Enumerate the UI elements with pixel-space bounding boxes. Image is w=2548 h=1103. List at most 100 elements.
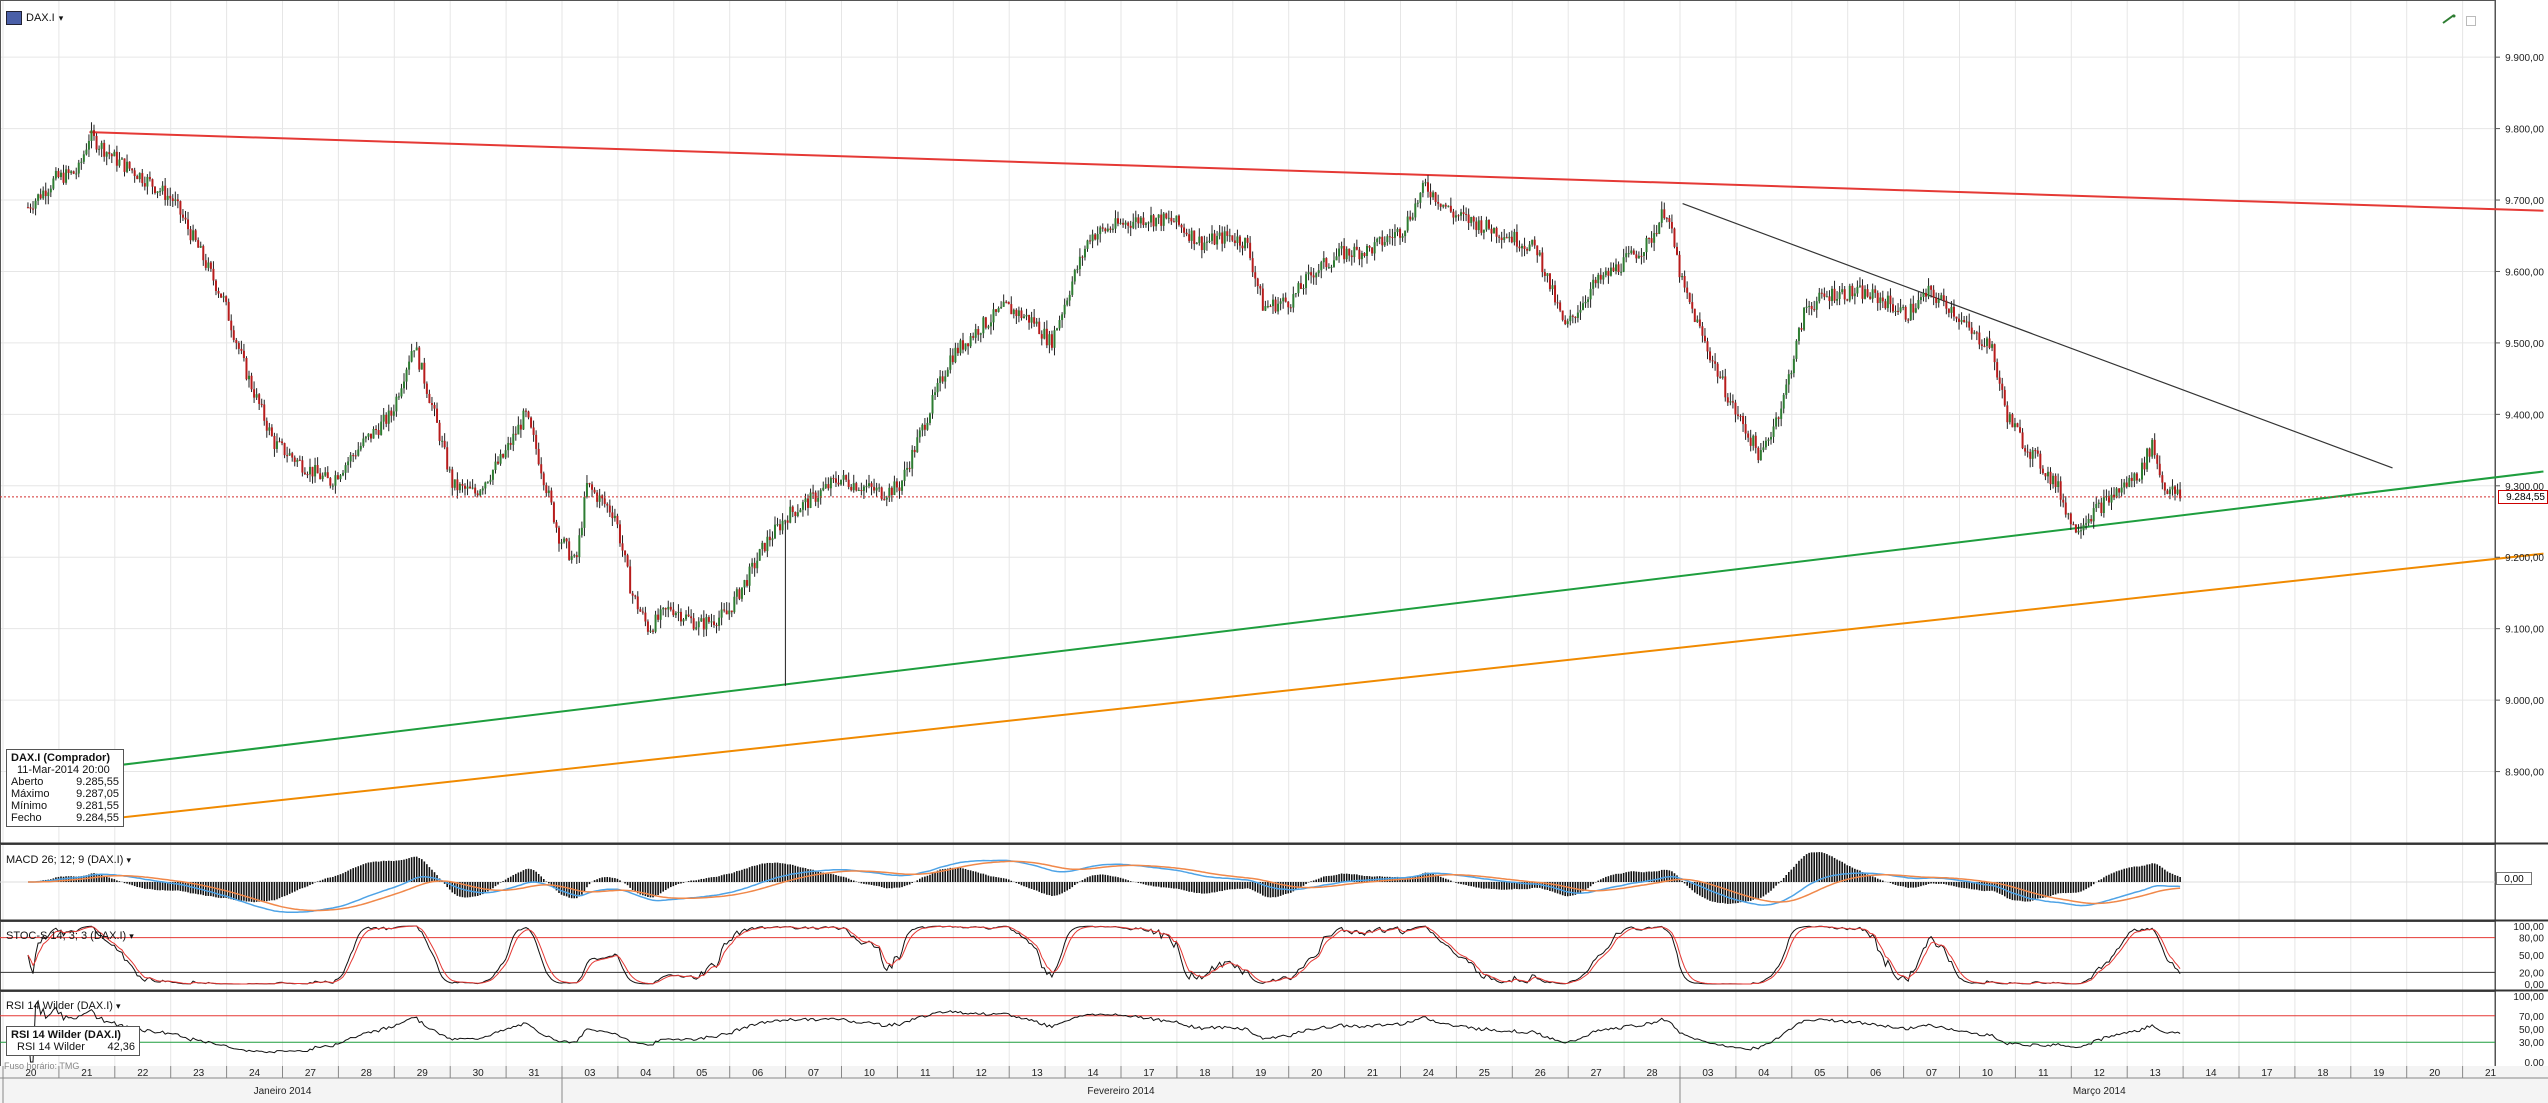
candle-body [631, 593, 634, 596]
candle-body [2143, 462, 2146, 470]
candle-body [776, 524, 779, 526]
macd-title[interactable]: MACD 26; 12; 9 (DAX.I) ▾ [6, 854, 131, 866]
candle-body [2146, 448, 2149, 470]
candle-body [80, 161, 83, 163]
candle-body [1061, 314, 1064, 321]
candle-body [1942, 295, 1945, 301]
candle-body [591, 484, 594, 490]
candle-body [245, 357, 248, 380]
candle-body [1515, 231, 1518, 247]
candle-body [1528, 244, 1531, 251]
x-tick-label: 22 [137, 1068, 149, 1079]
candle-body [1996, 362, 1999, 378]
candle-body [1139, 217, 1142, 224]
candle-body [1439, 203, 1442, 207]
x-tick-label: 20 [2429, 1068, 2441, 1079]
candle-body [537, 448, 540, 465]
x-tick-label: 04 [640, 1068, 652, 1079]
x-tick-label: 06 [1870, 1068, 1882, 1079]
candle-body [220, 293, 223, 298]
candle-body [580, 527, 583, 536]
candle-body [659, 609, 662, 620]
chevron-down-icon[interactable]: ▾ [58, 12, 64, 23]
candle-body [375, 429, 378, 431]
candle-body [692, 618, 695, 630]
candle-body [1332, 260, 1335, 267]
candle-body [611, 512, 614, 519]
y-tick-label: 9.600,00 [2505, 267, 2544, 278]
candle-body [278, 441, 281, 443]
candle-body [867, 483, 870, 487]
candle-body [288, 453, 291, 456]
candle-body [433, 404, 436, 409]
rsi-title[interactable]: RSI 14 Wilder (DAX.I) ▾ [6, 1000, 121, 1012]
trendlines[interactable] [83, 131, 2544, 823]
candle-body [718, 617, 721, 626]
candle-body [819, 490, 822, 498]
candle-body [179, 201, 182, 215]
stoch-d-line [27, 925, 2181, 985]
y-tick-label: 9.900,00 [2505, 53, 2544, 64]
candle-body [1856, 286, 1859, 294]
candle-body [352, 455, 355, 457]
candle-body [875, 487, 878, 491]
symbol-selector[interactable]: DAX.I ▾ [6, 11, 63, 25]
candle-body [436, 408, 439, 423]
candle-body [212, 268, 215, 281]
candle-body [873, 486, 876, 491]
candle-body [1858, 285, 1861, 287]
candle-body [291, 453, 294, 458]
candle-body [461, 483, 464, 486]
candle-body [275, 441, 278, 449]
candle-body [1599, 274, 1602, 280]
x-tick-label: 18 [2317, 1068, 2329, 1079]
candle-body [47, 192, 50, 197]
candle-body [2095, 504, 2098, 509]
candle-body [128, 161, 131, 169]
x-tick-label: 17 [1143, 1068, 1155, 1079]
candle-body [989, 322, 992, 327]
candle-body [499, 454, 502, 464]
candle-body [751, 562, 754, 567]
candle-body [1465, 214, 1468, 216]
candle-body [1175, 215, 1178, 223]
panel-maximize-icon[interactable] [2466, 16, 2476, 26]
candle-body [1236, 236, 1239, 244]
candle-body [1604, 270, 1607, 276]
candle-body [362, 438, 365, 446]
candle-body [1025, 314, 1028, 317]
candle-body [677, 611, 680, 613]
candle-body [527, 411, 530, 418]
candle-body [1940, 295, 1943, 300]
candle-body [1607, 270, 1610, 276]
candle-body [1185, 232, 1188, 235]
candle-body [1292, 294, 1295, 308]
candle-body [558, 527, 560, 544]
candle-body [1340, 245, 1343, 249]
candle-body [913, 449, 916, 453]
current-price-label: 9.284,55 [2498, 489, 2548, 504]
candle-body [1167, 217, 1170, 219]
candle-body [283, 443, 286, 456]
stoch-title[interactable]: STOC-S 14; 3; 3 (DAX.I) ▾ [6, 930, 134, 942]
candle-body [509, 442, 512, 445]
candle-body [242, 350, 245, 358]
candle-body [763, 542, 766, 552]
candle-body [1541, 252, 1544, 273]
candle-body [1299, 283, 1302, 289]
candle-body [1144, 223, 1147, 226]
candle-body [1998, 377, 2001, 384]
candle-body [944, 376, 947, 382]
candle-body [2107, 495, 2110, 503]
candle-body [1742, 416, 1745, 425]
draw-tool-icon[interactable] [2442, 14, 2456, 24]
candle-body [115, 151, 118, 166]
candle-body [1000, 306, 1003, 309]
candle-body [298, 459, 301, 461]
candle-body [903, 469, 906, 481]
candle-body [639, 609, 642, 612]
candle-body [512, 433, 515, 445]
candle-body [893, 481, 896, 496]
candle-body [522, 410, 525, 430]
candle-body [1927, 285, 1930, 297]
